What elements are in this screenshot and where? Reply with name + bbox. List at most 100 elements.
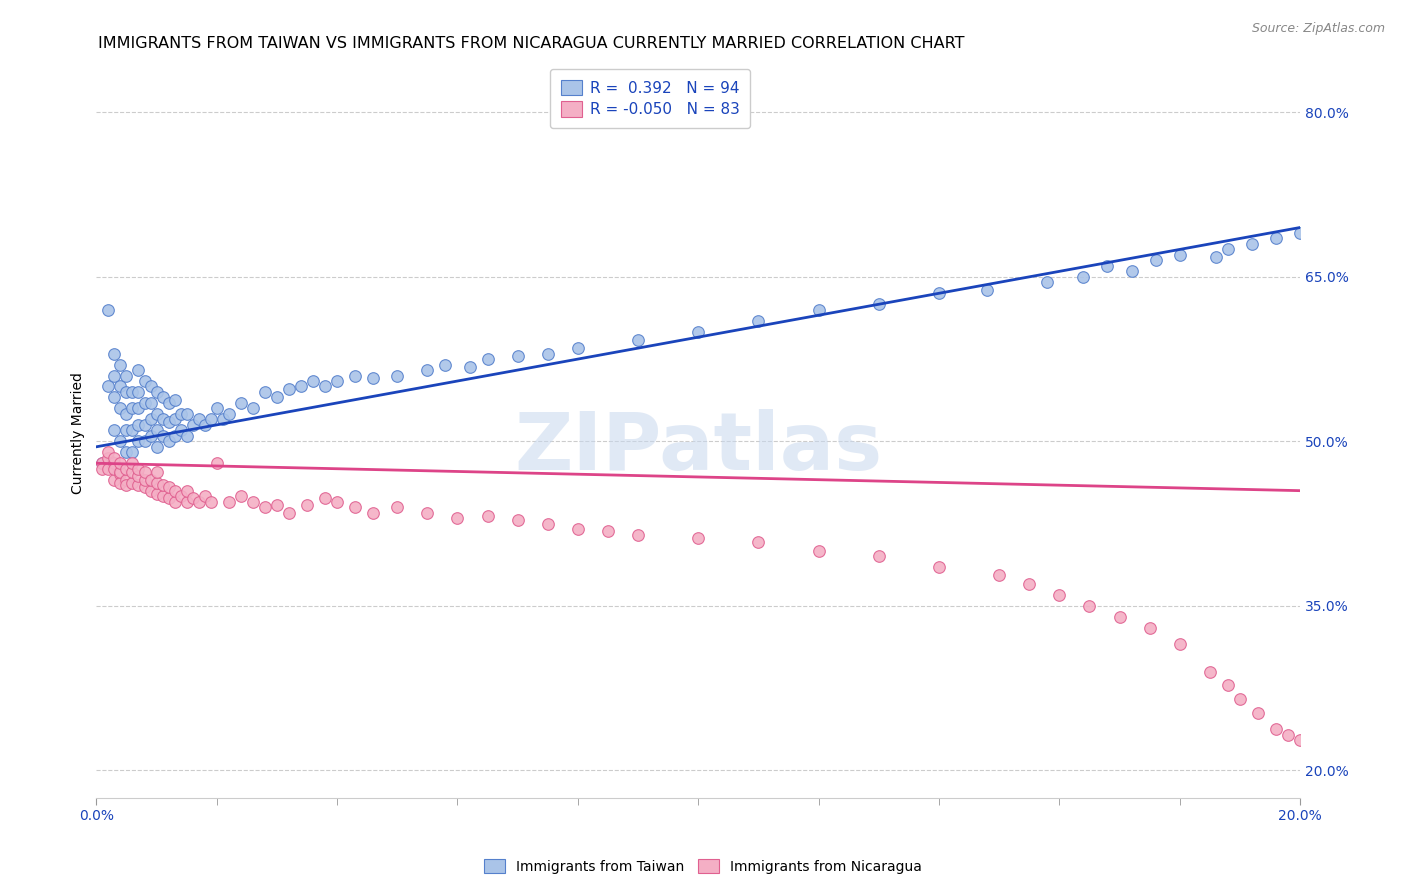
Point [157, 415, 180, 429]
Point [176, 429, 198, 443]
Point [688, 531, 710, 545]
Point [807, 544, 830, 558]
Point [139, 429, 162, 443]
Point [928, 286, 950, 301]
Point [110, 456, 132, 470]
Point [103, 473, 125, 487]
Point [134, 374, 156, 388]
Point [163, 483, 186, 498]
Point [200, 494, 222, 508]
Point [1240, 236, 1263, 251]
Point [152, 391, 174, 405]
Point [253, 384, 276, 399]
Point [176, 407, 198, 421]
Point [253, 500, 276, 515]
Point [110, 467, 132, 482]
Point [103, 346, 125, 360]
Point [200, 412, 222, 426]
Point [1229, 692, 1251, 706]
Point [139, 483, 162, 498]
Point [278, 382, 301, 396]
Text: Source: ZipAtlas.com: Source: ZipAtlas.com [1251, 22, 1385, 36]
Point [115, 473, 138, 487]
Point [627, 527, 650, 541]
Point [121, 401, 143, 416]
Point [127, 417, 149, 432]
Point [121, 384, 143, 399]
Point [416, 506, 439, 520]
Point [127, 401, 149, 416]
Point [91, 461, 114, 475]
Point [807, 302, 830, 317]
Point [1277, 728, 1299, 742]
Point [229, 396, 252, 410]
Point [145, 384, 167, 399]
Point [1216, 243, 1239, 257]
Point [295, 498, 318, 512]
Point [103, 423, 125, 437]
Point [110, 358, 132, 372]
Point [134, 465, 156, 479]
Point [567, 341, 589, 355]
Point [1198, 665, 1220, 679]
Point [229, 489, 252, 503]
Point [458, 359, 481, 374]
Point [163, 494, 186, 508]
Point [103, 368, 125, 383]
Point [97, 445, 120, 459]
Point [868, 549, 890, 564]
Point [1121, 264, 1143, 278]
Point [416, 363, 439, 377]
Point [1289, 732, 1312, 747]
Point [103, 456, 125, 470]
Point [169, 407, 191, 421]
Point [157, 434, 180, 449]
Point [1097, 259, 1119, 273]
Point [169, 423, 191, 437]
Point [1247, 706, 1270, 721]
Point [1216, 678, 1239, 692]
Point [242, 401, 264, 416]
Point [1205, 250, 1227, 264]
Point [187, 494, 209, 508]
Point [868, 297, 890, 311]
Point [91, 456, 114, 470]
Point [242, 494, 264, 508]
Point [302, 374, 325, 388]
Point [506, 349, 529, 363]
Point [1144, 253, 1167, 268]
Point [115, 445, 138, 459]
Point [139, 412, 162, 426]
Point [152, 489, 174, 503]
Point [139, 473, 162, 487]
Point [988, 568, 1011, 582]
Point [361, 506, 384, 520]
Point [134, 473, 156, 487]
Point [110, 434, 132, 449]
Point [747, 535, 769, 549]
Point [314, 491, 336, 506]
Point [567, 522, 589, 536]
Point [134, 417, 156, 432]
Point [110, 401, 132, 416]
Point [1265, 722, 1288, 736]
Point [163, 392, 186, 407]
Point [361, 370, 384, 384]
Point [1168, 637, 1191, 651]
Point [103, 450, 125, 465]
Point [127, 434, 149, 449]
Point [176, 483, 198, 498]
Point [688, 325, 710, 339]
Point [110, 379, 132, 393]
Point [134, 434, 156, 449]
Point [169, 489, 191, 503]
Point [446, 511, 468, 525]
Point [152, 429, 174, 443]
Point [537, 346, 560, 360]
Point [127, 478, 149, 492]
Point [1073, 269, 1095, 284]
Y-axis label: Currently Married: Currently Married [72, 372, 86, 494]
Point [477, 508, 499, 523]
Point [194, 417, 217, 432]
Point [97, 302, 120, 317]
